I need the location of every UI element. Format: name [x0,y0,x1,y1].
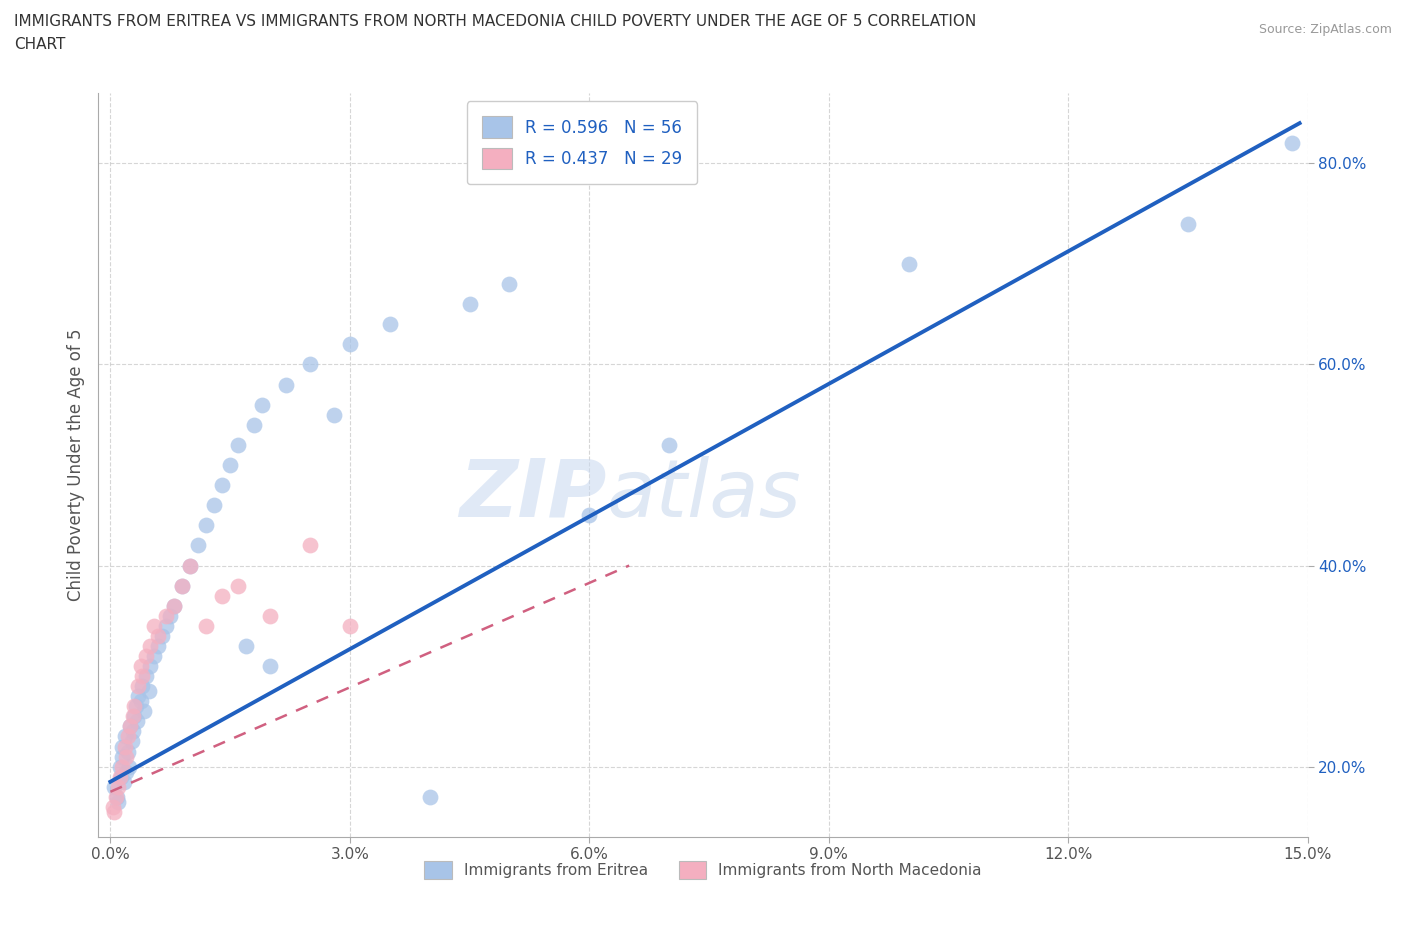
Point [243,418,266,432]
Point [110,769,132,784]
Point [127,689,149,704]
Point [148,629,170,644]
Point [219,458,242,472]
Point [104,790,127,804]
Point [115,750,138,764]
Y-axis label: Child Poverty Under the Age of 5: Child Poverty Under the Age of 5 [66,328,84,602]
Point [172,578,194,593]
Point [132,704,155,719]
Point [124,698,146,713]
Point [121,724,143,738]
Point [155,618,177,633]
Point [179,558,201,573]
Point [179,558,201,573]
Point [187,538,209,552]
Point [103,804,125,819]
Legend: Immigrants from Eritrea, Immigrants from North Macedonia: Immigrants from Eritrea, Immigrants from… [418,856,988,885]
Point [125,714,148,729]
Text: IMMIGRANTS FROM ERITREA VS IMMIGRANTS FROM NORTH MACEDONIA CHILD POVERTY UNDER T: IMMIGRANTS FROM ERITREA VS IMMIGRANTS FR… [14,14,976,29]
Text: atlas: atlas [606,456,801,534]
Point [121,709,143,724]
Point [163,598,186,613]
Point [131,669,153,684]
Point [155,608,177,623]
Point [108,759,131,774]
Point [498,276,520,291]
Point [117,729,139,744]
Point [148,639,170,654]
Point [143,618,166,633]
Point [195,618,218,633]
Point [105,790,128,804]
Point [139,658,162,673]
Point [211,478,233,493]
Point [127,679,149,694]
Point [259,608,281,623]
Point [274,378,297,392]
Point [298,538,321,552]
Point [129,694,152,709]
Point [112,775,135,790]
Point [658,437,681,452]
Point [139,639,162,654]
Point [322,407,344,422]
Point [250,397,273,412]
Point [259,658,281,673]
Point [163,598,186,613]
Point [143,648,166,663]
Point [339,337,361,352]
Point [125,698,148,713]
Point [129,658,152,673]
Point [150,629,173,644]
Point [114,729,136,744]
Text: CHART: CHART [14,37,66,52]
Text: Source: ZipAtlas.com: Source: ZipAtlas.com [1258,23,1392,36]
Point [135,669,157,684]
Point [211,589,233,604]
Text: ZIP: ZIP [458,456,606,534]
Point [458,297,481,312]
Point [117,744,139,759]
Point [298,357,321,372]
Point [111,750,134,764]
Point [897,257,920,272]
Point [120,719,142,734]
Point [172,578,194,593]
Point [195,518,218,533]
Point [107,779,129,794]
Point [114,739,136,754]
Point [226,437,249,452]
Point [159,608,181,623]
Point [101,800,124,815]
Point [107,794,129,809]
Point [378,317,401,332]
Point [419,790,441,804]
Point [339,618,361,633]
Point [124,709,146,724]
Point [120,719,142,734]
Point [138,684,160,698]
Point [226,578,249,593]
Point [235,639,257,654]
Point [131,679,153,694]
Point [1177,217,1199,232]
Point [103,779,125,794]
Point [135,648,157,663]
Point [108,769,131,784]
Point [202,498,225,512]
Point [111,739,134,754]
Point [578,508,600,523]
Point [118,759,141,774]
Point [121,734,143,749]
Point [115,764,138,779]
Point [1281,136,1303,151]
Point [111,759,134,774]
